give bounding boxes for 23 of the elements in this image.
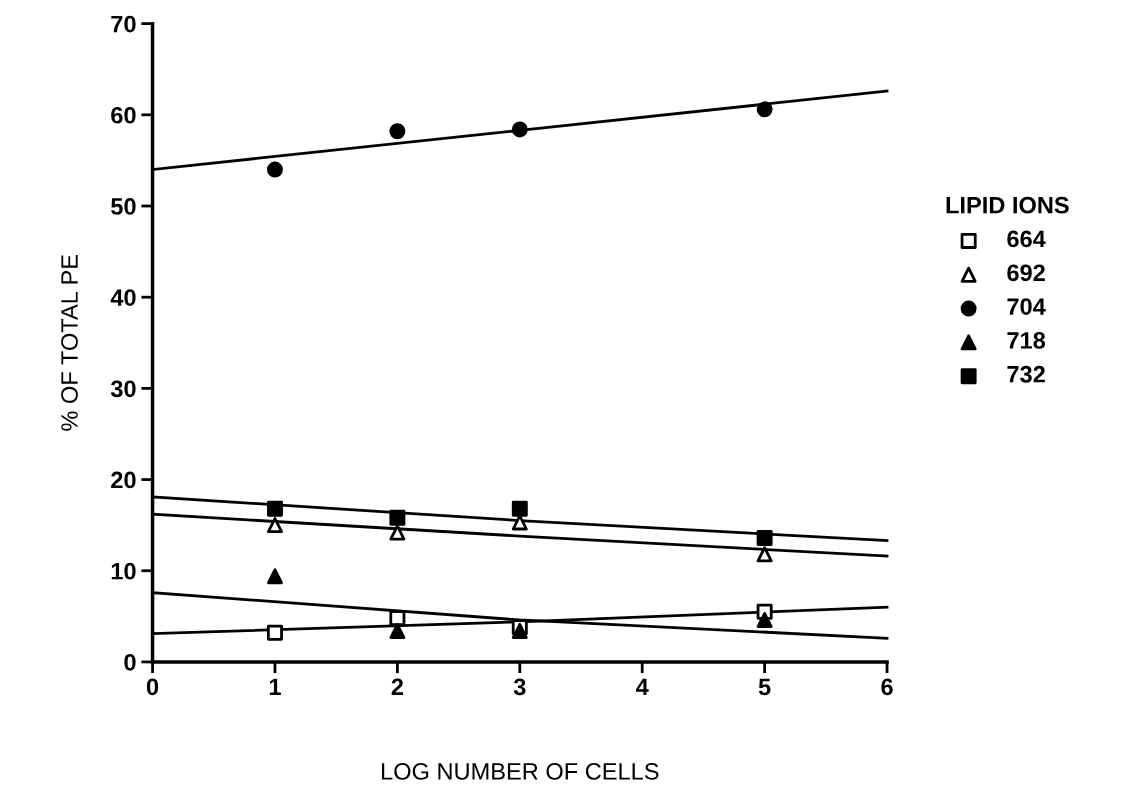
legend-title: LIPID IONS: [946, 196, 1069, 214]
x-tick-label: 5: [758, 678, 771, 696]
y-tick-label: 70: [111, 15, 136, 33]
legend-label: 718: [1007, 332, 1046, 349]
y-tick-label: 10: [111, 562, 136, 580]
x-tick-label: 3: [513, 678, 526, 696]
x-tick-label: 0: [146, 678, 159, 696]
y-tick-label: 20: [111, 471, 136, 489]
legend-label: 692: [1007, 264, 1045, 282]
y-tick-label: 0: [124, 653, 136, 671]
x-axis-title: LOG NUMBER OF CELLS: [382, 763, 659, 780]
x-tick-label: 1: [269, 678, 281, 695]
legend-label: 732: [1007, 365, 1045, 383]
x-tick-label: 6: [881, 678, 893, 696]
y-axis-title: % OF TOTAL PE: [61, 254, 78, 431]
x-tick-label: 2: [391, 678, 403, 695]
y-tick-label: 60: [111, 106, 136, 124]
legend-label: 704: [1007, 298, 1046, 315]
x-tick-label: 4: [636, 678, 649, 695]
legend-label: 664: [1007, 230, 1046, 248]
y-tick-label: 40: [110, 289, 136, 306]
y-tick-label: 50: [111, 198, 136, 215]
y-tick-label: 30: [110, 380, 136, 398]
